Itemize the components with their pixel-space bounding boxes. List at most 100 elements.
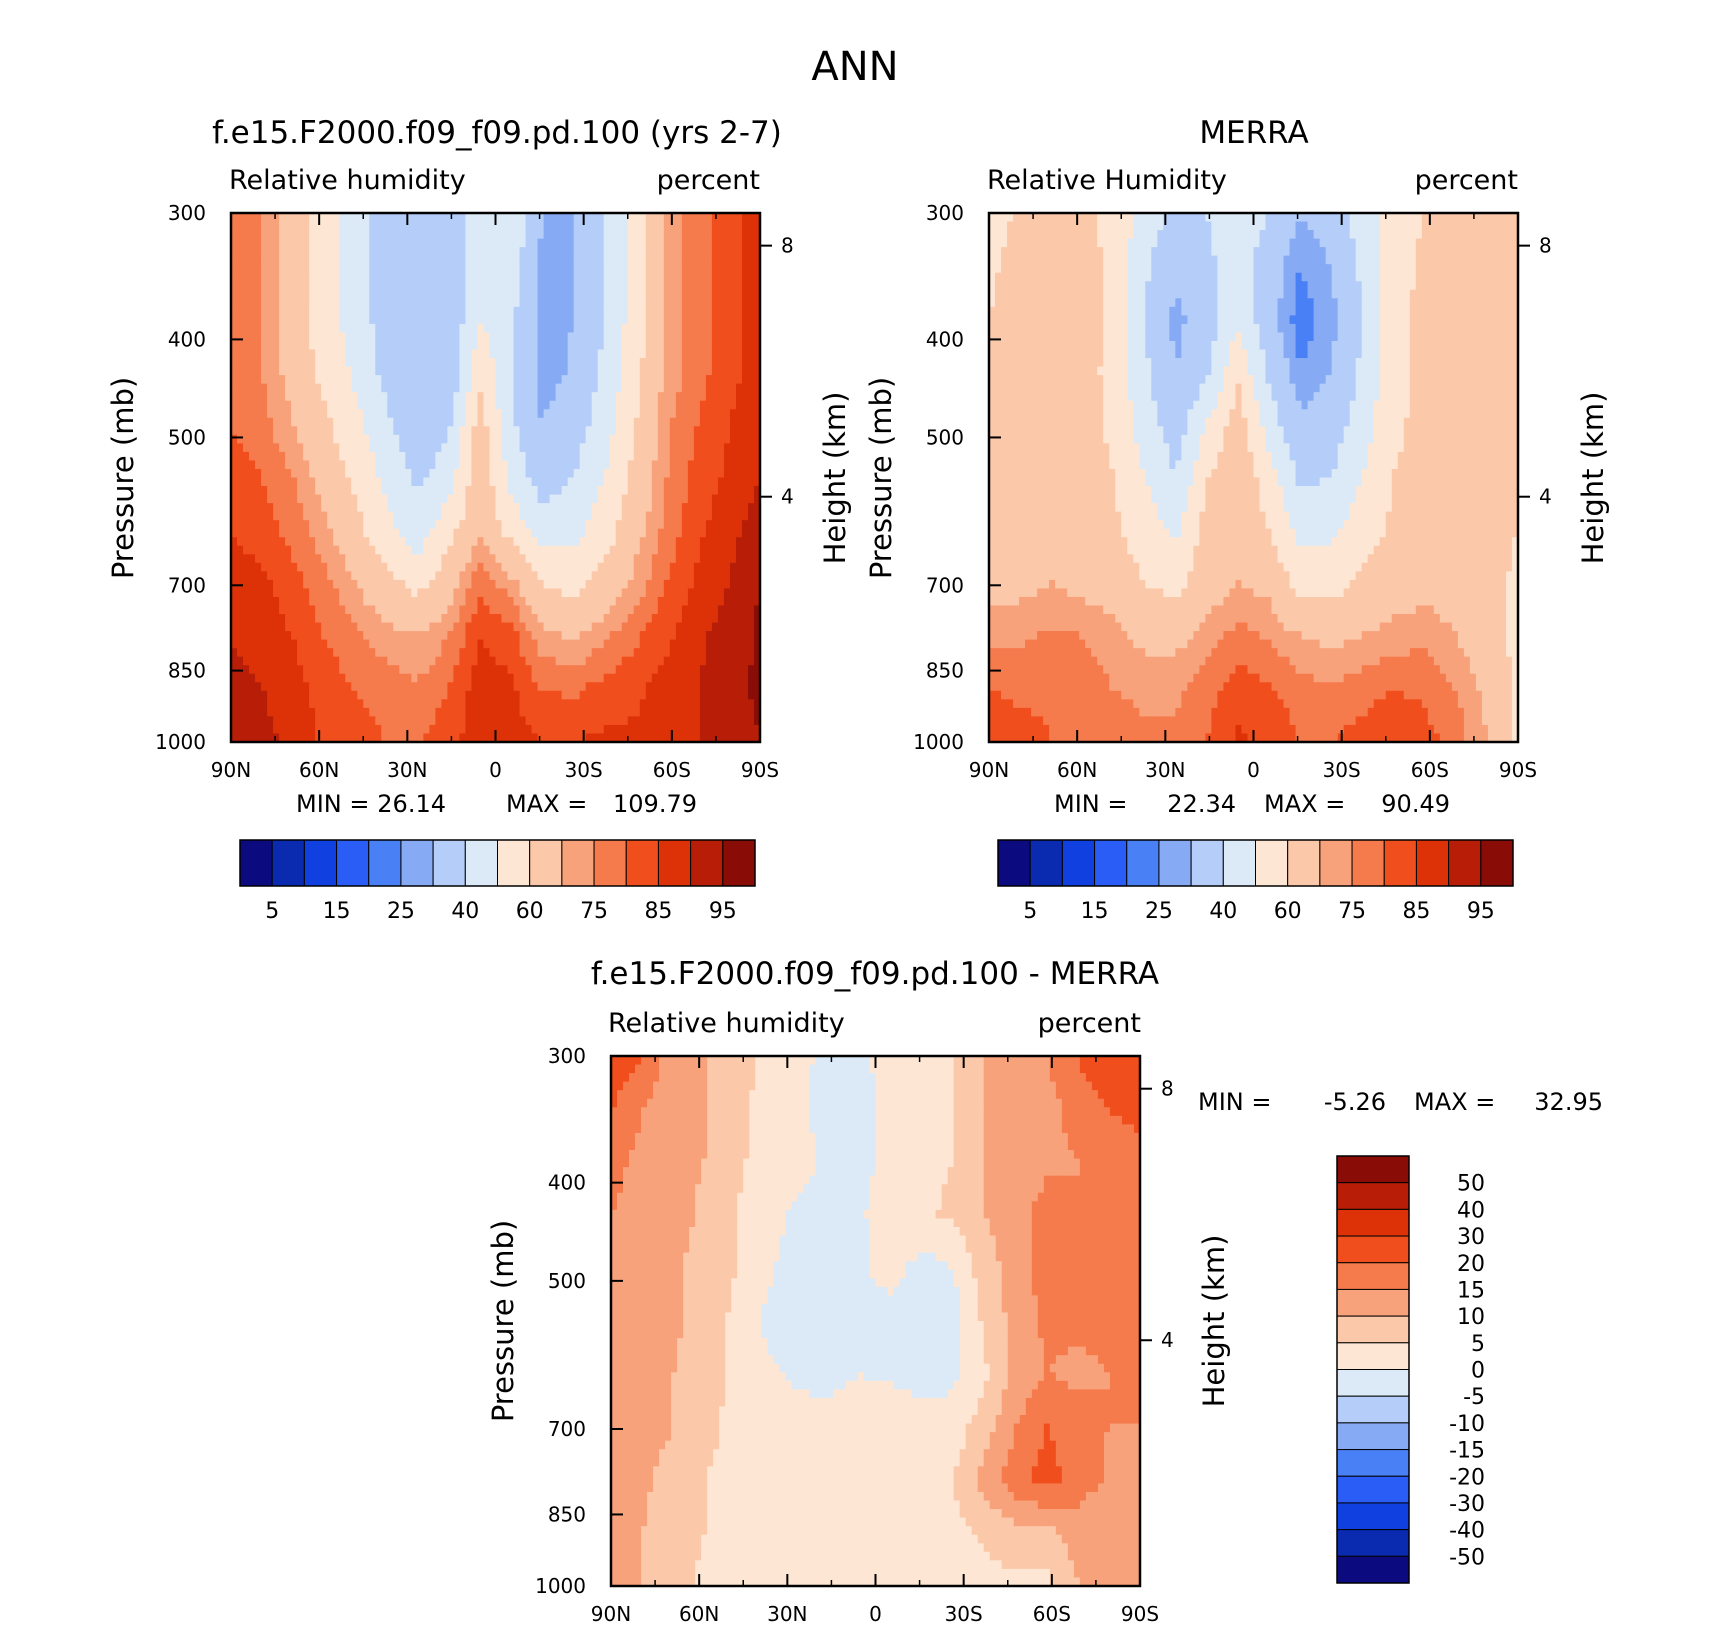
panel-model-units-label: percent xyxy=(657,165,760,196)
x-tick-label: 60N xyxy=(299,758,339,782)
colorbar-swatch xyxy=(1336,1208,1410,1237)
colorbar-swatch xyxy=(239,839,273,887)
colorbar-swatch xyxy=(1336,1262,1410,1290)
colorbar-swatch xyxy=(1336,1342,1410,1370)
colorbar-swatch xyxy=(432,839,466,887)
colorbar-label: 40 xyxy=(1457,1198,1485,1223)
panel-merra-ylabel: Pressure (mb) xyxy=(864,377,898,579)
panel-model-axes: 90N 60N 30N 0 30S 60S 90S 300 400 500 700 850 1000 8 4 xyxy=(155,201,794,782)
colorbar-swatch xyxy=(1094,839,1128,887)
panel-difference-min-value: -5.26 xyxy=(1324,1088,1386,1116)
colorbar-swatch xyxy=(657,839,692,887)
colorbar-swatch xyxy=(997,839,1031,887)
colorbar-label: 85 xyxy=(644,899,672,924)
y2-tick-label: 4 xyxy=(781,485,794,509)
colorbar-swatch xyxy=(1336,1315,1410,1344)
x-tick-label: 30S xyxy=(1323,758,1361,782)
colorbar-swatch xyxy=(1351,839,1385,887)
x-tick-label: 60N xyxy=(679,1602,719,1626)
colorbar-label: 60 xyxy=(1274,899,1302,924)
panel-merra-min-label: MIN = xyxy=(1054,790,1127,818)
x-tick-label: 60S xyxy=(1411,758,1449,782)
y-tick-label: 400 xyxy=(548,1171,586,1195)
colorbar-label: 20 xyxy=(1457,1252,1485,1277)
colorbar-label: 10 xyxy=(1457,1305,1485,1330)
panel-difference-ylabel: Pressure (mb) xyxy=(486,1220,520,1422)
panel-model-field xyxy=(231,213,761,743)
x-tick-label: 0 xyxy=(869,1602,882,1626)
panel-merra-units-label: percent xyxy=(1415,165,1518,196)
colorbar-swatch xyxy=(368,839,402,887)
colorbar-swatch xyxy=(271,839,305,887)
colorbar-label: -15 xyxy=(1449,1439,1485,1464)
colorbar-swatch xyxy=(1336,1555,1410,1584)
colorbar-swatch xyxy=(1336,1475,1410,1504)
y-tick-label: 700 xyxy=(926,573,964,597)
panel-model-variable-label: Relative humidity xyxy=(229,165,466,196)
panel-merra-title: MERRA xyxy=(1199,115,1308,151)
y-tick-label: 500 xyxy=(548,1269,586,1293)
colorbar-swatch xyxy=(1336,1369,1410,1397)
y-tick-label: 850 xyxy=(548,1502,586,1526)
panel-model-y2label: Height (km) xyxy=(818,392,852,565)
colorbar-swatch xyxy=(1222,839,1256,887)
x-tick-label: 90N xyxy=(969,758,1009,782)
panel-model-ylabel: Pressure (mb) xyxy=(106,377,140,579)
y-tick-label: 850 xyxy=(168,659,206,683)
panel-merra: MERRA Relative Humidity percent 90N 60N 30… xyxy=(864,115,1610,924)
panel-difference-variable-label: Relative humidity xyxy=(608,1008,845,1039)
colorbar-swatch xyxy=(1336,1155,1410,1184)
y2-tick-label: 8 xyxy=(781,234,794,258)
colorbar-swatch xyxy=(722,839,756,887)
y-tick-label: 300 xyxy=(926,201,964,225)
colorbar-frame xyxy=(1336,1155,1410,1584)
colorbar-swatch xyxy=(1126,839,1160,887)
colorbar-swatch xyxy=(464,839,498,887)
y2-tick-label: 8 xyxy=(1161,1077,1174,1101)
y-tick-label: 700 xyxy=(548,1417,586,1441)
colorbar-swatch xyxy=(1287,839,1321,887)
colorbar-label: -40 xyxy=(1449,1519,1485,1544)
colorbar-frame xyxy=(239,839,756,887)
panel-difference: f.e15.F2000.f09_f09.pd.100 - MERRA Relat… xyxy=(486,956,1603,1626)
colorbar-swatch xyxy=(625,839,659,887)
y-tick-label: 1000 xyxy=(913,730,964,754)
colorbar-label: 15 xyxy=(1457,1278,1485,1303)
x-tick-label: 0 xyxy=(489,758,502,782)
colorbar-swatch xyxy=(303,839,338,887)
colorbar-swatch xyxy=(529,839,563,887)
panel-difference-max-value: 32.95 xyxy=(1534,1088,1603,1116)
colorbar-label: 75 xyxy=(1338,899,1366,924)
x-tick-label: 60N xyxy=(1057,758,1097,782)
y2-tick-label: 8 xyxy=(1539,234,1552,258)
panel-merra-max-label: MAX = xyxy=(1264,790,1345,818)
panel-difference-title: f.e15.F2000.f09_f09.pd.100 - MERRA xyxy=(591,956,1159,992)
colorbar-label: -5 xyxy=(1463,1385,1485,1410)
x-tick-label: 90S xyxy=(1499,758,1537,782)
panel-difference-units-label: percent xyxy=(1038,1008,1141,1039)
colorbar-label: -20 xyxy=(1449,1465,1485,1490)
colorbar-swatch xyxy=(1480,839,1514,887)
colorbar-label: 30 xyxy=(1457,1225,1485,1250)
y2-tick-label: 4 xyxy=(1161,1328,1174,1352)
panel-merra-axes: 90N 60N 30N 0 30S 60S 90S 300 400 500 700 850 1000 8 4 xyxy=(913,201,1552,782)
colorbar-label: 95 xyxy=(709,899,737,924)
panel-difference-min-label: MIN = xyxy=(1198,1088,1271,1116)
x-tick-label: 60S xyxy=(653,758,691,782)
panel-model-min-value: 26.14 xyxy=(377,790,446,818)
x-tick-label: 90N xyxy=(211,758,251,782)
colorbar-swatch xyxy=(497,839,531,887)
colorbar-swatch xyxy=(1448,839,1482,887)
colorbar-swatch xyxy=(690,839,724,887)
x-tick-label: 90S xyxy=(1121,1602,1159,1626)
panel-difference-max-label: MAX = xyxy=(1414,1088,1495,1116)
panel-difference-field xyxy=(611,1056,1141,1587)
x-tick-label: 30N xyxy=(767,1602,807,1626)
colorbar-swatch xyxy=(1336,1502,1410,1531)
colorbar-label: 25 xyxy=(1145,899,1173,924)
y-tick-label: 400 xyxy=(926,327,964,351)
colorbar-swatch xyxy=(1029,839,1063,887)
colorbar-label: -30 xyxy=(1449,1492,1485,1517)
x-tick-label: 30S xyxy=(945,1602,983,1626)
